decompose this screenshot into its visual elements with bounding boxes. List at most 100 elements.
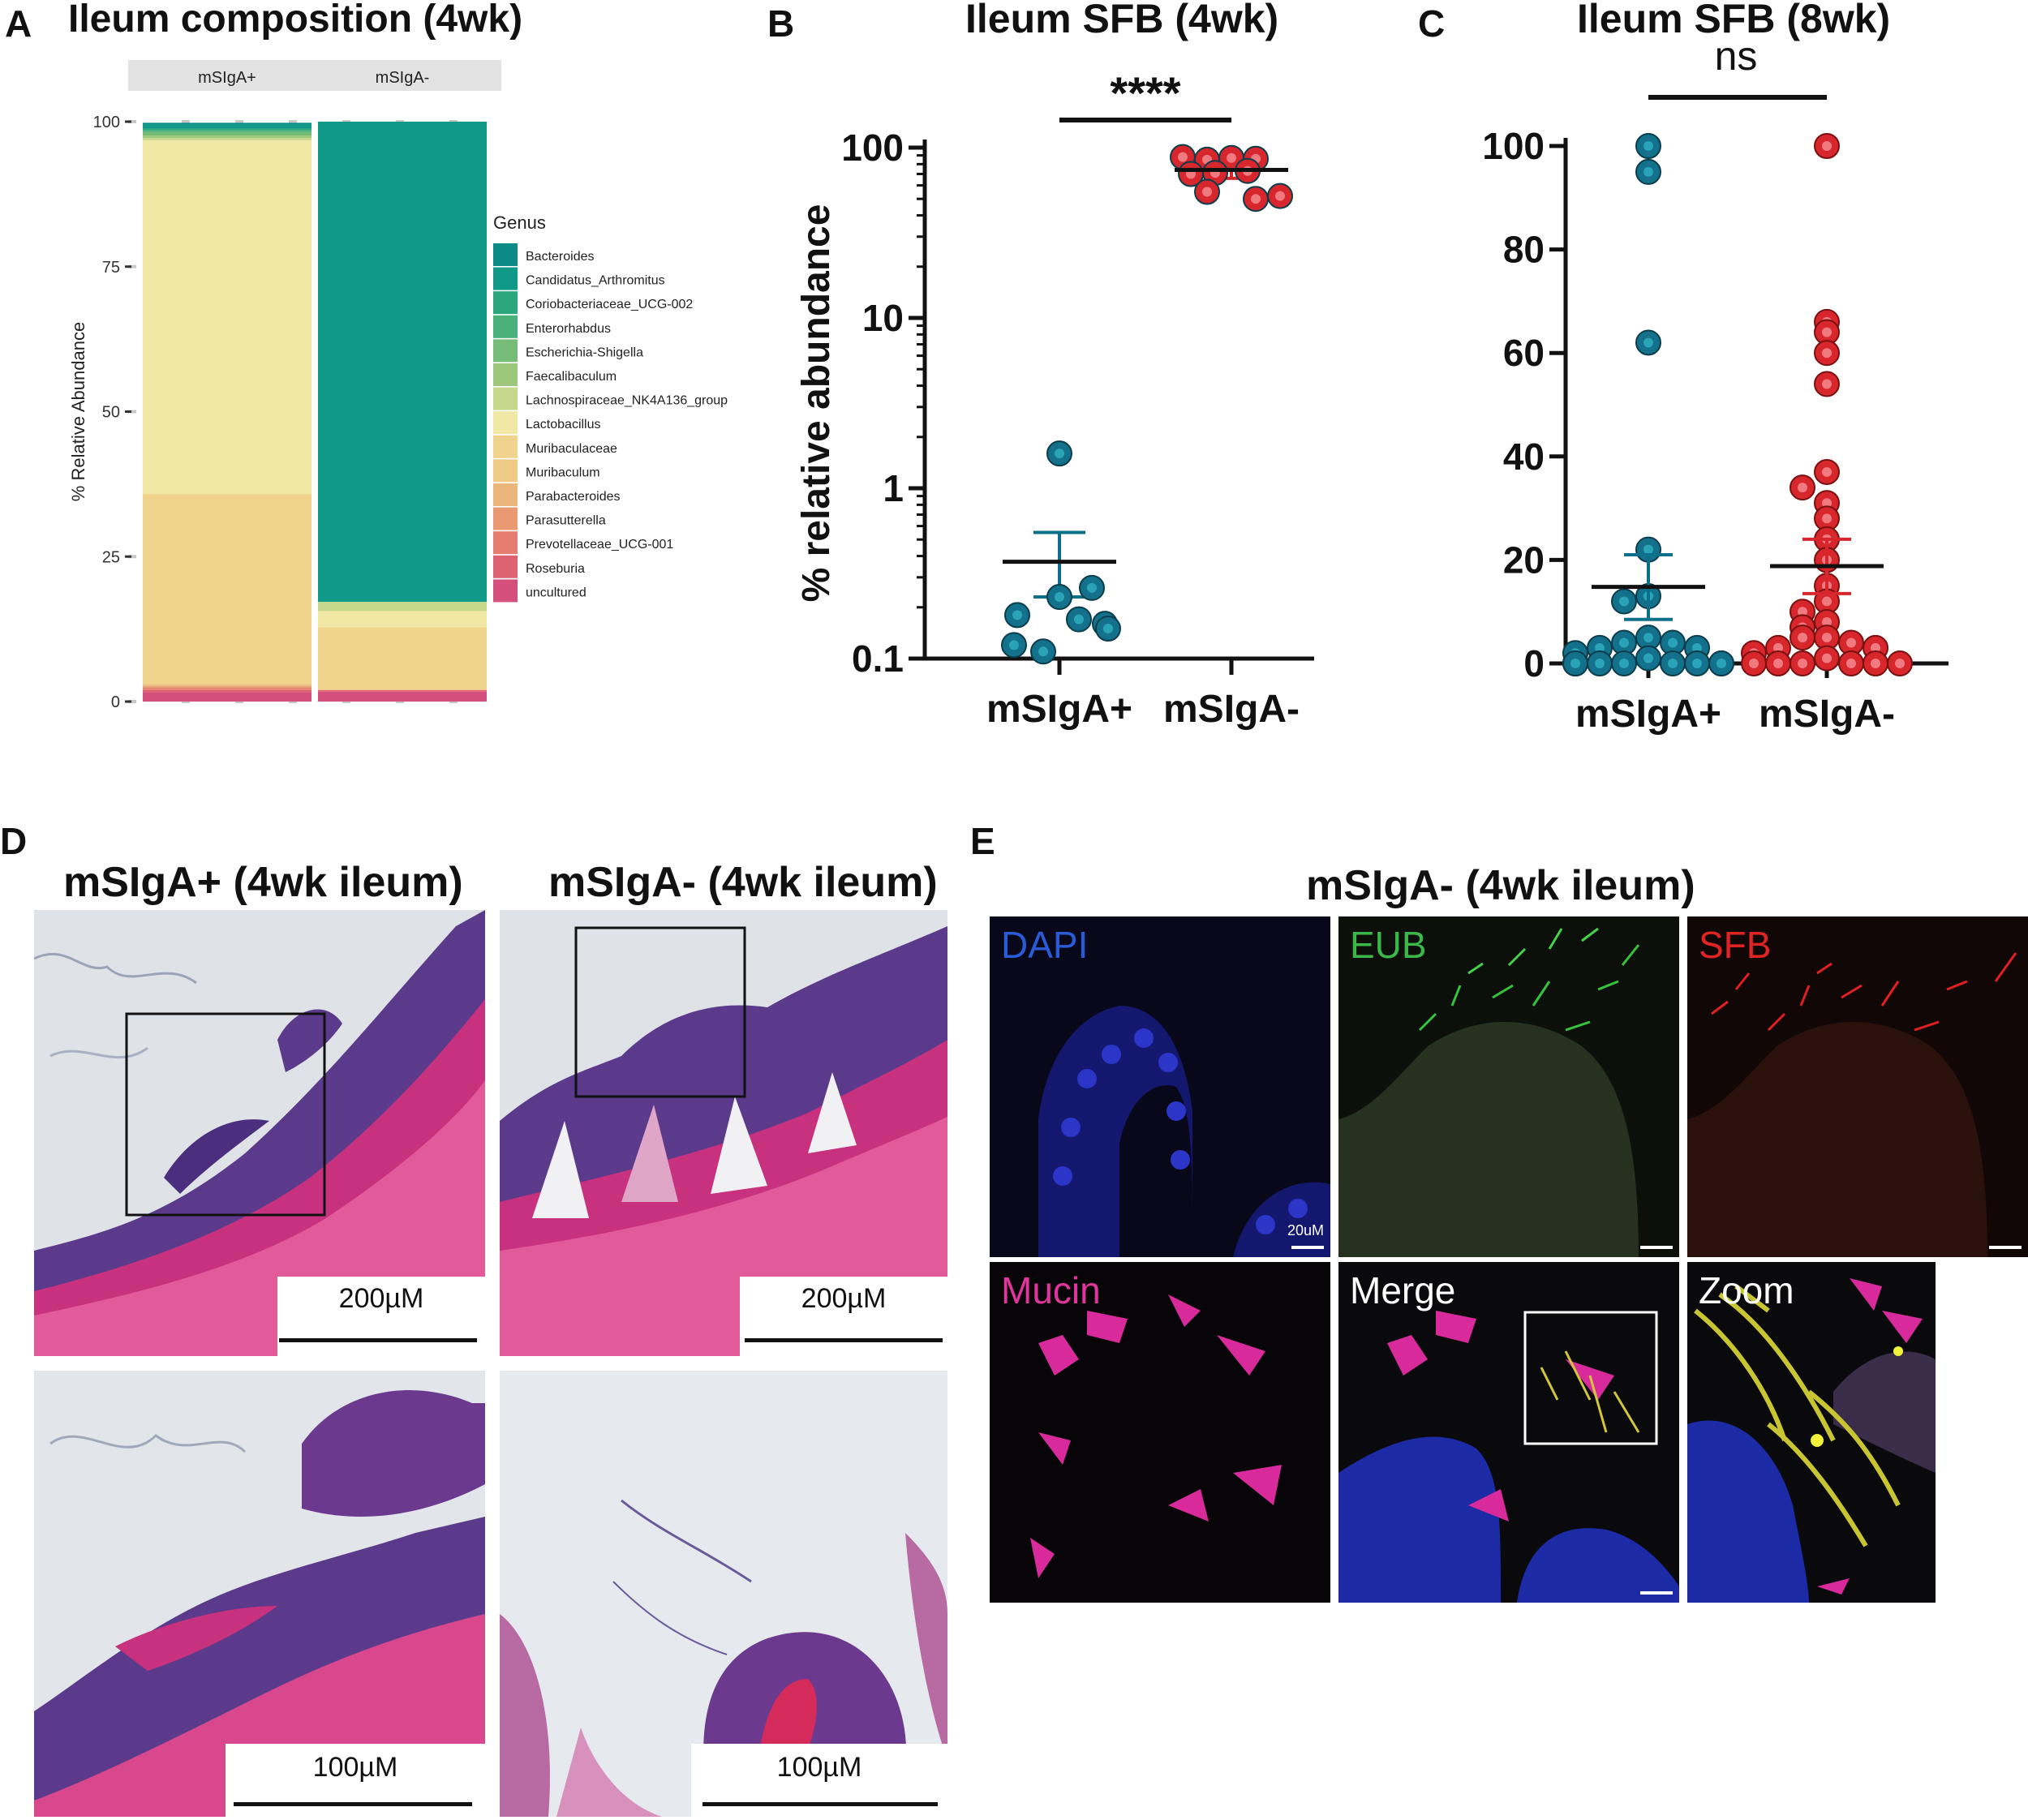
legend-label: Parabacteroides (526, 490, 621, 504)
bar-segment (318, 689, 487, 692)
y-tick-label: 1 (883, 467, 904, 509)
panel-e-letter: E (970, 820, 995, 862)
data-point-center (1822, 379, 1832, 389)
data-point-center (1692, 659, 1702, 668)
data-point-center (1595, 659, 1605, 668)
legend-label: Coriobacteriaceae_UCG-002 (526, 298, 693, 311)
facet-label: mSIgA+ (198, 69, 256, 87)
legend-swatch (493, 411, 518, 435)
bar-segment (143, 130, 312, 132)
panel-c-chart: 0 20 40 60 80 100 mSIgA+ mSIgA-ns (1482, 33, 1949, 736)
legend-label: Escherichia-Shigella (526, 346, 643, 359)
data-point-center (1749, 659, 1759, 668)
data-point-center (1773, 659, 1783, 668)
scale-label-e: 20uM (1287, 1222, 1324, 1238)
y-tick-label: 60 (1503, 332, 1545, 374)
data-point-center (1012, 610, 1022, 620)
data-point-center (1668, 637, 1678, 648)
data-point-center (1103, 624, 1113, 634)
bar-segment (318, 691, 487, 702)
legend-swatch (493, 435, 518, 458)
legend-swatch (493, 579, 518, 603)
panel-d-letter: D (0, 820, 28, 862)
data-point-center (1178, 152, 1188, 162)
legend-title: Genus (493, 212, 546, 233)
facet-strip (128, 60, 326, 91)
bar-segment (143, 689, 312, 693)
bar-segment (143, 685, 312, 687)
data-point-center (1822, 653, 1832, 663)
significance-label: **** (1110, 67, 1180, 118)
legend-swatch (493, 243, 518, 266)
y-tick-label: 80 (1503, 229, 1545, 271)
bar-segment (143, 686, 312, 689)
data-point-center (1643, 544, 1653, 555)
data-point-center (1716, 659, 1726, 668)
bar-segment (318, 611, 487, 628)
data-point-center (1798, 483, 1807, 493)
legend-swatch (493, 483, 518, 506)
data-point-center (1822, 616, 1832, 627)
y-tick-label: 50 (102, 404, 120, 422)
panel-b-letter: B (767, 2, 795, 45)
legend-label: Muribaculaceae (526, 442, 617, 456)
bar-segment (143, 128, 312, 131)
legend-swatch (493, 339, 518, 363)
scale-label-d3: 100µM (312, 1752, 398, 1783)
y-tick-label: 0.1 (852, 637, 904, 680)
legend-label: Enterorhabdus (526, 322, 611, 336)
data-point-center (1074, 614, 1084, 625)
scale-label-d1: 200µM (338, 1283, 424, 1314)
legend-swatch (493, 291, 518, 315)
legend-swatch (493, 267, 518, 290)
legend-swatch (493, 315, 518, 338)
bar-segment (143, 688, 312, 690)
data-point-center (1643, 141, 1653, 151)
data-point-center (1643, 337, 1653, 348)
bar-segment (143, 692, 312, 702)
histology-bottom-right: 100µM (500, 1371, 947, 1817)
legend-label: Candidatus_Arthromitus (526, 274, 665, 288)
data-point-center (1619, 637, 1629, 648)
data-point-center (1643, 166, 1653, 177)
histology-top-right: 200µM (500, 910, 947, 1356)
scale-label-d2: 200µM (801, 1283, 887, 1314)
legend-swatch (493, 555, 518, 578)
panel-c-letter: C (1418, 2, 1446, 45)
legend-label: Prevotellaceae_UCG-001 (526, 538, 673, 552)
bar-segment (143, 124, 312, 129)
y-axis-label: % relative abundance (795, 204, 838, 603)
data-point-center (1087, 582, 1097, 593)
label-mucin: Mucin (1001, 1269, 1101, 1311)
legend-label: Bacteroides (526, 250, 595, 264)
label-eub: EUB (1350, 924, 1427, 966)
y-tick-label: 75 (102, 259, 120, 277)
panel-d-title-right: mSIgA- (4wk ileum) (548, 859, 938, 906)
label-sfb: SFB (1699, 924, 1772, 966)
facet-strip (303, 60, 501, 91)
data-point-center (1619, 659, 1629, 668)
data-point-center (1798, 633, 1807, 643)
data-point-center (1570, 659, 1580, 668)
y-tick-label: 40 (1503, 436, 1545, 478)
data-point-center (1009, 640, 1019, 650)
y-tick-label: 0 (111, 693, 120, 711)
bar-segment (143, 122, 312, 125)
y-tick-label: 20 (1503, 539, 1545, 581)
panel-a-chart: mSIgA+ mSIgA- 0 25 50 75 100 % Relative Abundan… (68, 60, 728, 711)
data-point-center (1895, 659, 1905, 668)
data-point-center (1202, 187, 1212, 197)
bar-segment (143, 135, 312, 139)
label-zoom: Zoom (1699, 1269, 1794, 1311)
y-tick-label: 100 (93, 114, 120, 131)
bar-segment (143, 494, 312, 684)
data-point-center (1773, 642, 1783, 653)
fluorescence-eub: EUB (1338, 916, 1679, 1257)
data-point-center (1619, 596, 1629, 607)
y-tick-label: 0 (1523, 642, 1545, 685)
data-point-center (1822, 513, 1832, 524)
legend-label: uncultured (526, 586, 586, 599)
bar-segment (318, 122, 487, 603)
data-point-center (1275, 191, 1285, 201)
facet-label: mSIgA- (376, 69, 430, 87)
